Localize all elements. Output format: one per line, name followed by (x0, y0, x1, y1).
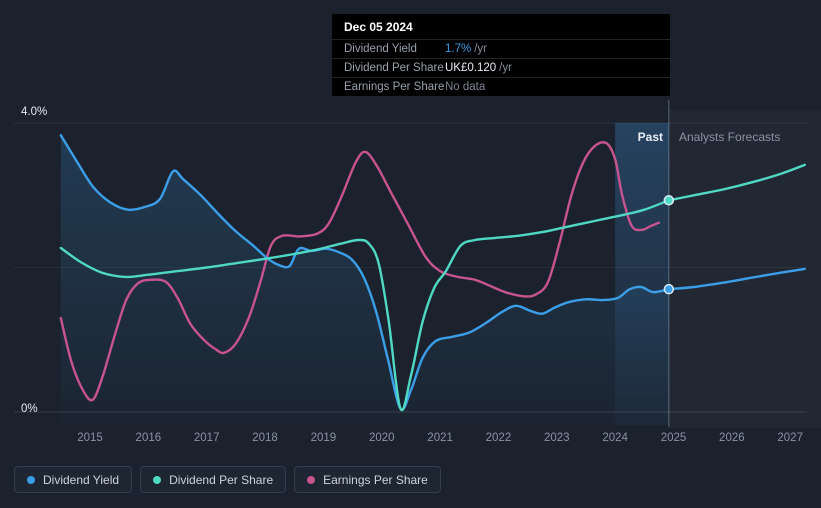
x-tick-2026: 2026 (719, 432, 745, 444)
legend-label: Dividend Per Share (169, 472, 274, 487)
legend-item-dividend-yield[interactable]: Dividend Yield (14, 466, 133, 493)
dividend-per-share-forecast-line (667, 163, 806, 202)
tooltip-date: Dec 05 2024 (344, 20, 413, 34)
tooltip-row-earnings-per-share: Earnings Per Share No data (332, 77, 670, 96)
earnings-per-share-dot-icon (307, 475, 316, 484)
dividend-yield-marker[interactable] (663, 283, 675, 295)
tooltip-row-label: Dividend Yield (344, 43, 417, 55)
legend-label: Earnings Per Share (323, 472, 428, 487)
tooltip-row-dividend-per-share: Dividend Per Share UK£0.120/yr (332, 58, 670, 77)
dividend-per-share-line (59, 199, 670, 412)
x-tick-2025: 2025 (660, 432, 687, 444)
x-tick-2020: 2020 (368, 432, 395, 444)
past-label: Past (637, 130, 663, 144)
tooltip-row-label: Dividend Per Share (344, 62, 444, 74)
x-tick-2016: 2016 (135, 432, 162, 444)
tooltip-row-dividend-yield: Dividend Yield 1.7%/yr (332, 39, 670, 58)
legend-item-earnings-per-share[interactable]: Earnings Per Share (294, 466, 441, 493)
x-tick-2017: 2017 (193, 432, 220, 444)
dividend-per-share-marker[interactable] (663, 195, 675, 206)
y-axis-max-label: 4.0% (21, 106, 48, 118)
tooltip-rows: Dividend Yield 1.7%/yr Dividend Per Share U… (332, 39, 670, 96)
x-tick-2024: 2024 (602, 432, 628, 444)
x-tick-2021: 2021 (427, 432, 453, 444)
tooltip-row-label: Earnings Per Share (344, 81, 445, 93)
earnings-per-share-line (59, 141, 661, 402)
x-tick-2027: 2027 (777, 432, 803, 444)
tooltip-value-suffix: /yr (499, 62, 512, 74)
tooltip: Dec 05 2024 Dividend Yield 1.7%/yr Dividen… (332, 14, 670, 96)
dividend-yield-dot-icon (27, 475, 35, 484)
dividend-per-share-dot-icon (153, 475, 162, 484)
dividend-yield-line (59, 134, 670, 411)
legend-label: Dividend Yield (43, 472, 120, 487)
analysts-forecasts-label: Analysts Forecasts (679, 130, 781, 144)
dividend-yield-forecast-line (667, 267, 806, 291)
tooltip-row-value: 1.7% (445, 43, 472, 55)
y-axis-zero-label: 0% (21, 403, 38, 415)
x-tick-2023: 2023 (544, 432, 570, 444)
x-tick-2015: 2015 (77, 432, 103, 444)
x-tick-2018: 2018 (252, 432, 278, 444)
tooltip-value-suffix: /yr (474, 43, 487, 55)
legend: Dividend Yield Dividend Per Share Earnings… (14, 466, 441, 493)
x-tick-2019: 2019 (310, 432, 337, 444)
legend-item-dividend-per-share[interactable]: Dividend Per Share (140, 466, 287, 493)
tooltip-row-value: UK£0.120 (445, 62, 497, 74)
tooltip-row-value: No data (445, 81, 486, 93)
x-tick-2022: 2022 (485, 432, 512, 444)
